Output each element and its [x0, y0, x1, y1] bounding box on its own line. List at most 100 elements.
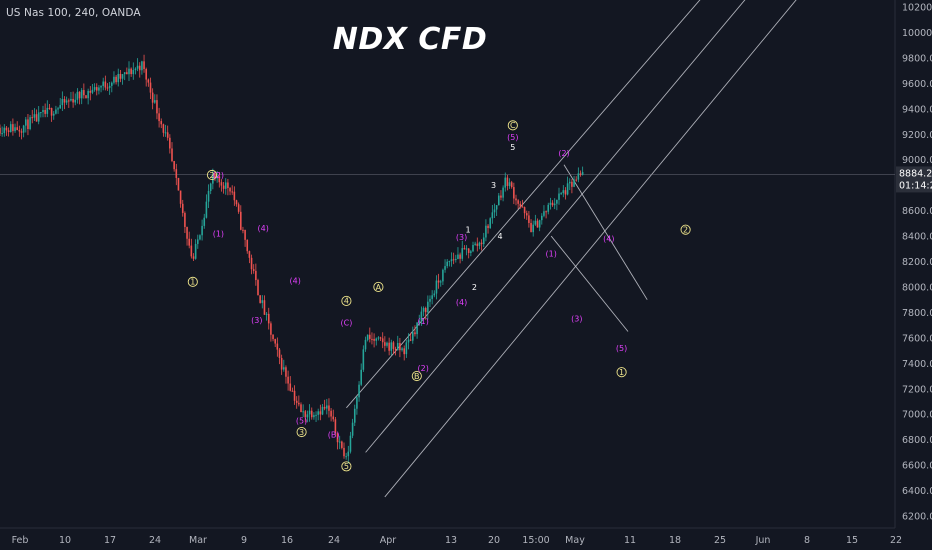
wave-label: (1) [546, 250, 557, 259]
candle-body [72, 98, 74, 103]
candle-body [553, 203, 556, 206]
candle-body [128, 68, 130, 75]
candle-body [115, 76, 117, 83]
wave-label-circle [341, 295, 352, 306]
candle-body [459, 254, 461, 259]
candle-body [108, 85, 111, 88]
wave-label-circle [616, 367, 627, 378]
projection-line [550, 235, 629, 332]
candle-body [295, 400, 298, 403]
candle-body [184, 212, 186, 227]
candle-body [437, 280, 440, 283]
candle-body [528, 215, 530, 223]
wave-label: 1 [619, 368, 624, 377]
candle-body [319, 411, 322, 415]
candle-body [147, 79, 150, 83]
price-axis-pane [895, 0, 932, 550]
candle-body [334, 419, 337, 434]
candle-body [20, 131, 23, 133]
candle-body [95, 87, 98, 91]
candle-body [418, 320, 421, 323]
candle-body [270, 323, 272, 335]
x-tick-label: 16 [281, 535, 293, 546]
candle-body [310, 410, 313, 418]
wave-label: (5) [507, 133, 518, 142]
candle-body [506, 177, 509, 186]
candle-body [304, 411, 307, 418]
candle-body [283, 367, 285, 370]
y-tick-label: 9400.0 [902, 104, 932, 115]
candle-body [396, 342, 399, 351]
candle-body [575, 179, 577, 181]
wave-label: 4 [497, 232, 502, 241]
wave-label: 3 [299, 428, 304, 437]
candle-body [227, 182, 229, 189]
symbol-label: US Nas 100, 240, OANDA [6, 7, 141, 19]
candle-body [242, 229, 244, 231]
candle-body [35, 114, 38, 122]
candle-body [455, 258, 457, 260]
candle-body [390, 342, 393, 351]
candle-body [293, 390, 296, 401]
candle-body [229, 188, 231, 192]
channel-line [365, 0, 746, 453]
y-tick-label: 7600.0 [902, 333, 932, 344]
candle-body [422, 308, 425, 312]
candle-body [171, 148, 173, 162]
candle-body [420, 311, 423, 321]
candle-body [399, 342, 401, 351]
candle-body [201, 225, 203, 236]
candle-body [143, 61, 145, 70]
candle-body [106, 87, 109, 89]
candle-body [289, 383, 292, 391]
candle-body [556, 199, 558, 204]
candle-body [224, 182, 227, 189]
y-tick-label: 6800.0 [902, 435, 932, 446]
candle-body [500, 195, 502, 198]
x-tick-label: 10 [59, 535, 71, 546]
candle-body [510, 182, 513, 188]
candle-body [291, 390, 294, 392]
price-tag-countdown: 01:14:23 [899, 180, 932, 191]
wave-label: (1) [418, 317, 429, 326]
candle-body [545, 211, 547, 213]
y-tick-label: 8200.0 [902, 257, 932, 268]
y-tick-label: 9200.0 [902, 130, 932, 141]
candle-body [100, 85, 102, 88]
candle-body [504, 177, 507, 188]
candle-body [151, 92, 154, 103]
candle-body [433, 293, 436, 296]
candle-body [326, 405, 328, 409]
candle-body [207, 190, 210, 202]
candle-body [371, 338, 373, 340]
candle-body [48, 107, 51, 109]
candle-body [14, 127, 16, 132]
candle-body [22, 125, 25, 133]
candle-body [132, 70, 135, 75]
candle-body [212, 173, 214, 184]
candle-body [119, 73, 122, 79]
candle-body [259, 295, 261, 303]
candle-body [74, 99, 77, 103]
candle-body [18, 130, 21, 132]
candle-body [89, 90, 92, 93]
candle-body [452, 259, 455, 261]
candle-body [85, 95, 87, 99]
candle-body [534, 220, 537, 225]
candle-body [136, 65, 139, 69]
candle-body [265, 313, 268, 315]
wave-label: C [510, 121, 516, 130]
x-tick-label: Apr [380, 535, 397, 546]
candle-body [358, 384, 360, 398]
candle-body [558, 193, 560, 200]
candle-body [517, 200, 519, 204]
candle-body [566, 183, 569, 195]
candle-body [93, 87, 96, 90]
x-tick-label: 11 [624, 535, 636, 546]
candle-body [427, 301, 429, 313]
candle-body [63, 99, 66, 103]
y-tick-label: 9000.0 [902, 155, 932, 166]
candle-body [356, 397, 358, 409]
